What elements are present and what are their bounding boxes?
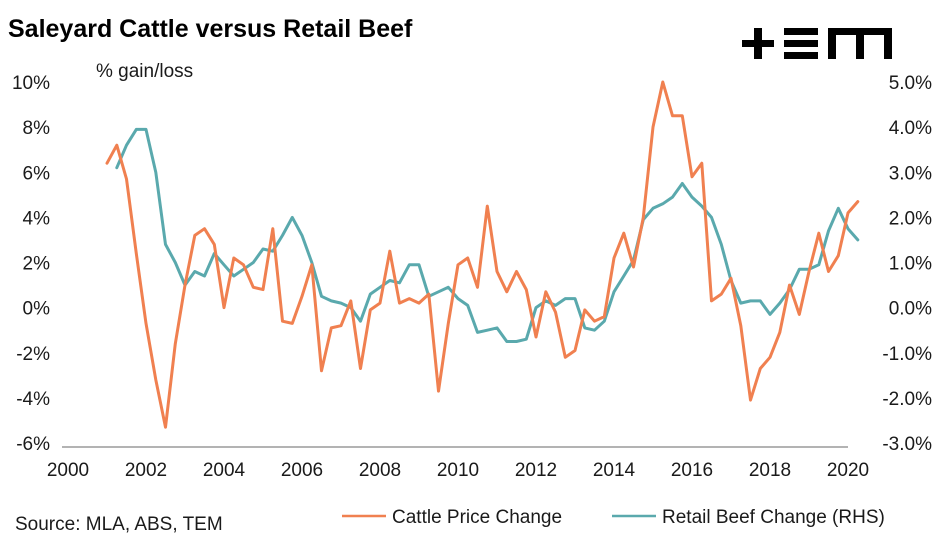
y-tick-label-left: 8% — [23, 118, 51, 139]
x-tick-label: 2020 — [827, 460, 869, 481]
y-tick-label-right: -3.0% — [882, 434, 932, 455]
x-tick-label: 2000 — [47, 460, 89, 481]
x-tick-label: 2018 — [749, 460, 791, 481]
y-axis-label: % gain/loss — [96, 61, 193, 82]
y-axis-right: 5.0% 4.0% 3.0% 2.0% 1.0% 0.0% -1.0% -2.0% -3.0% — [882, 73, 932, 455]
y-tick-label-left: -6% — [16, 434, 50, 455]
legend-label-cattle: Cattle Price Change — [392, 507, 562, 528]
x-tick-label: 2002 — [125, 460, 167, 481]
y-tick-label-right: 5.0% — [889, 73, 932, 94]
y-tick-label-left: 4% — [23, 208, 51, 229]
y-tick-label-right: 3.0% — [889, 163, 932, 184]
legend-label-retail: Retail Beef Change (RHS) — [662, 507, 885, 528]
y-tick-label-left: -2% — [16, 344, 50, 365]
series-group — [105, 80, 860, 429]
chart-title: Saleyard Cattle versus Retail Beef — [8, 15, 413, 43]
y-tick-label-left: 0% — [23, 299, 51, 320]
x-axis: 2000 2002 2004 2006 2008 2010 2012 2014 2016 2018… — [47, 460, 869, 481]
legend: Cattle Price Change Retail Beef Change (… — [342, 507, 885, 528]
tem-logo — [742, 28, 892, 59]
x-tick-label: 2008 — [359, 460, 401, 481]
y-tick-label-right: 0.0% — [889, 299, 932, 320]
y-tick-label-right: 2.0% — [889, 208, 932, 229]
y-tick-label-left: 2% — [23, 254, 51, 275]
x-tick-label: 2012 — [515, 460, 557, 481]
y-tick-label-right: 1.0% — [889, 254, 932, 275]
y-tick-label-right: -1.0% — [882, 344, 932, 365]
source-note: Source: MLA, ABS, TEM — [15, 514, 223, 535]
x-tick-label: 2004 — [203, 460, 246, 481]
x-tick-label: 2014 — [593, 460, 636, 481]
series-line-cattle-price — [105, 80, 860, 429]
x-tick-label: 2016 — [671, 460, 713, 481]
x-tick-label: 2006 — [281, 460, 323, 481]
x-tick-label: 2010 — [437, 460, 479, 481]
y-tick-label-right: -2.0% — [882, 389, 932, 410]
y-tick-label-right: 4.0% — [889, 118, 932, 139]
y-tick-label-left: -4% — [16, 389, 50, 410]
series-line-retail-beef — [115, 127, 860, 343]
y-axis-left: 10% 8% 6% 4% 2% 0% -2% -4% -6% — [12, 73, 50, 455]
y-tick-label-left: 6% — [23, 163, 51, 184]
y-tick-label-left: 10% — [12, 73, 50, 94]
